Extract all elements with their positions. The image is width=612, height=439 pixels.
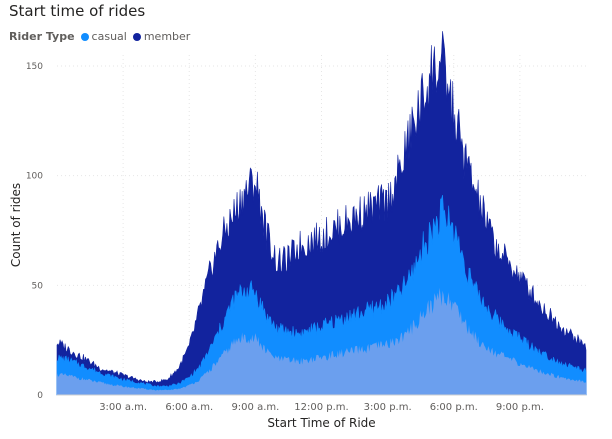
x-tick-label: 9:00 a.m. [231, 402, 279, 413]
x-tick-label: 9:00 p.m. [496, 402, 544, 413]
legend-item-casual[interactable]: casual [80, 30, 127, 43]
legend-title: Rider Type [9, 30, 75, 43]
y-tick-label: 50 [32, 281, 44, 291]
x-tick-label: 6:00 a.m. [165, 402, 213, 413]
y-tick-label: 100 [26, 172, 43, 182]
legend-dot-casual [80, 32, 89, 41]
legend-label-member: member [143, 30, 191, 43]
y-axis-title: Count of rides [9, 183, 23, 267]
chart-title: Start time of rides [9, 2, 146, 20]
legend: Rider Type casual member [9, 30, 196, 43]
y-tick-label: 150 [26, 62, 43, 72]
series-area-overlap [57, 287, 586, 395]
x-axis-title: Start Time of Ride [267, 416, 375, 430]
legend-item-member[interactable]: member [132, 30, 191, 43]
x-tick-label: 12:00 p.m. [294, 402, 348, 413]
legend-dot-member [132, 32, 141, 41]
x-tick-label: 3:00 p.m. [364, 402, 412, 413]
legend-label-casual: casual [91, 30, 127, 43]
y-tick-label: 0 [37, 391, 43, 401]
x-tick-label: 6:00 p.m. [430, 402, 478, 413]
x-tick-label: 3:00 a.m. [99, 402, 147, 413]
